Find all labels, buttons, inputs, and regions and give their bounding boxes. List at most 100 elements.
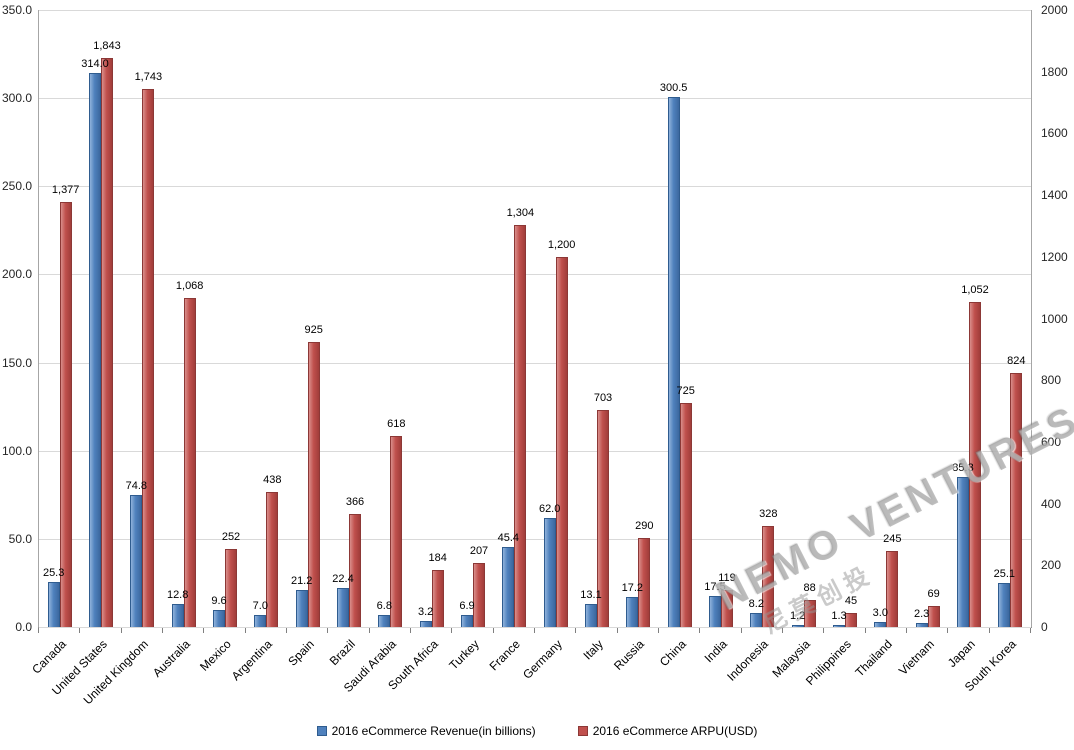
revenue-value-label: 3.2 [418, 606, 434, 619]
arpu-bar [638, 537, 651, 627]
arpu-bar [679, 403, 692, 627]
gridline [39, 274, 1031, 276]
y-axis-left-tick-label: 200.0 [1, 267, 32, 282]
y-axis-right: 2000 1800 1600 1400 1200 1000 800 600 400 200 0 [1039, 3, 1073, 634]
x-axis-tick [492, 628, 494, 633]
x-axis-tick [410, 628, 411, 633]
arpu-value-label: 703 [593, 392, 613, 405]
gridline [39, 98, 1031, 100]
x-axis-tick [864, 628, 866, 633]
x-axis-tick [906, 628, 907, 633]
revenue-bar [130, 495, 143, 627]
revenue-value-label: 314.0 [81, 58, 109, 71]
revenue-bar [502, 546, 515, 627]
x-axis-tick [575, 628, 577, 633]
revenue-bar [378, 615, 391, 627]
y-axis-left-tick-label: 150.0 [1, 355, 32, 370]
x-axis-labels: Canada United States United Kingdom Austral… [29, 628, 1032, 721]
arpu-bar [266, 491, 279, 627]
x-axis-tick [616, 628, 618, 633]
x-axis-tick [368, 628, 370, 633]
arpu-bar [514, 224, 527, 627]
revenue-bar [543, 517, 556, 627]
revenue-value-label: 25.3 [42, 567, 65, 580]
revenue-value-label: 1.2 [790, 609, 806, 622]
gridline [39, 186, 1031, 188]
legend: 2016 eCommerce Revenue(in billions) 2016 … [0, 724, 1074, 738]
gridline [39, 538, 1031, 540]
revenue-bar [461, 614, 473, 627]
revenue-bar [750, 612, 763, 627]
arpu-value-label: 1,068 [175, 279, 204, 292]
arpu-value-label: 119 [718, 572, 736, 585]
revenue-bar [254, 614, 267, 627]
y-axis-left-tick-label: 0.0 [15, 620, 32, 634]
arpu-value-label: 184 [428, 552, 447, 565]
x-axis-tick [782, 628, 783, 633]
arpu-value-label: 1,377 [51, 184, 80, 197]
x-axis-tick [823, 628, 825, 633]
x-axis-tick [79, 628, 81, 633]
revenue-value-label: 9.6 [211, 595, 227, 608]
arpu-bar [597, 410, 609, 627]
arpu-value-label: 252 [221, 531, 241, 544]
x-axis-tick [699, 628, 701, 633]
revenue-bar [585, 603, 597, 627]
revenue-value-label: 21.2 [290, 574, 313, 587]
legend-label: 2016 eCommerce ARPU(USD) [592, 724, 758, 738]
arpu-value-label: 1,052 [961, 284, 989, 297]
y-axis-right-tick-label: 1400 [1041, 188, 1068, 203]
revenue-value-label: 62.0 [538, 502, 561, 515]
arpu-value-label: 290 [635, 519, 654, 532]
revenue-value-label: 3.0 [872, 606, 888, 619]
revenue-value-label: 17.5 [704, 581, 726, 594]
arpu-value-label: 328 [759, 507, 778, 520]
arpu-value-label: 207 [469, 545, 489, 558]
revenue-value-label: 85.3 [952, 461, 974, 474]
arpu-bar [183, 297, 196, 627]
arpu-bar [349, 514, 361, 627]
y-axis-left-tick-label: 300.0 [1, 91, 32, 106]
x-axis-tick [244, 628, 246, 633]
arpu-bar [969, 302, 981, 627]
x-axis-tick [327, 628, 329, 633]
y-axis-right-tick-label: 1000 [1041, 311, 1068, 326]
revenue-bar [213, 610, 225, 627]
x-axis-tick [740, 628, 742, 633]
revenue-bar [47, 582, 60, 627]
arpu-legend-swatch [577, 726, 588, 736]
revenue-value-label: 8.2 [748, 597, 764, 610]
x-axis-tick [120, 628, 122, 633]
arpu-value-label: 1,843 [93, 40, 121, 53]
x-axis-tick [534, 628, 535, 633]
x-axis-tick [286, 628, 287, 633]
revenue-bar [89, 73, 101, 627]
arpu-value-label: 725 [676, 385, 695, 398]
arpu-value-label: 438 [263, 473, 282, 486]
revenue-bar [915, 622, 928, 627]
gridline [39, 362, 1031, 364]
revenue-value-label: 2.3 [914, 607, 930, 620]
y-axis-right-tick-label: 1600 [1041, 126, 1068, 141]
plot-area: NEMO VENTURES 尼莫创投 25.3 1,377 314.0 1,843 74… [38, 10, 1074, 639]
revenue-bar [957, 476, 969, 627]
legend-item-arpu: 2016 eCommerce ARPU(USD) [577, 724, 758, 738]
revenue-value-label: 6.8 [376, 600, 392, 613]
revenue-value-label: 1.3 [831, 609, 847, 622]
y-axis-right-tick-label: 800 [1041, 373, 1062, 388]
revenue-bar [791, 624, 804, 627]
y-axis-right-tick-label: 600 [1041, 434, 1062, 449]
y-axis-right-tick-label: 1200 [1041, 249, 1068, 264]
arpu-bar [142, 89, 155, 627]
arpu-value-label: 366 [345, 496, 365, 509]
revenue-value-label: 45.4 [497, 531, 520, 544]
arpu-bar [431, 570, 444, 627]
y-axis-right-tick-label: 2000 [1041, 3, 1068, 17]
x-axis-tick [658, 628, 659, 633]
x-axis-tick [988, 628, 990, 633]
y-axis-left: 350.0 300.0 250.0 200.0 150.0 100.0 50.0 0.0 [0, 3, 34, 634]
revenue-bar [171, 604, 184, 627]
arpu-bar [927, 605, 940, 627]
revenue-value-label: 22.4 [332, 572, 354, 585]
